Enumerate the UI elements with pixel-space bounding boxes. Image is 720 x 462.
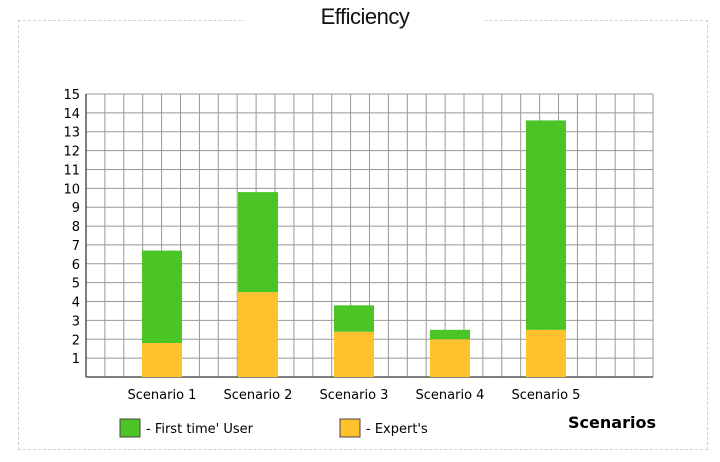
y-tick-label: 13 [63, 126, 80, 141]
x-category-label: Scenario 3 [320, 388, 389, 403]
x-category-label: Scenario 1 [128, 388, 197, 403]
x-axis-categories: Scenario 1 Scenario 2 Scenario 3 Scenario 4… [128, 388, 581, 403]
bar-segment [142, 250, 182, 344]
legend-label: - First time' User [146, 422, 254, 437]
bar-segment [334, 305, 374, 332]
legend-swatch [339, 418, 361, 438]
bars [142, 120, 566, 377]
legend-swatch [119, 418, 141, 438]
y-tick-label: 14 [63, 107, 80, 122]
legend: - First time' User - Expert's [119, 418, 428, 438]
bar-segment [526, 120, 566, 330]
y-tick-label: 8 [72, 220, 80, 235]
y-tick-label: 15 [63, 88, 80, 103]
chart-title: Efficiency [320, 4, 410, 29]
bar-segment [334, 331, 374, 377]
y-tick-label: 12 [63, 145, 80, 160]
legend-label: - Expert's [366, 422, 428, 437]
x-axis-title: Scenarios [568, 413, 656, 432]
title-background [245, 8, 485, 34]
bar-segment [430, 339, 470, 377]
x-category-label: Scenario 2 [224, 388, 293, 403]
x-category-label: Scenario 4 [416, 388, 485, 403]
y-tick-label: 10 [63, 182, 80, 197]
y-tick-label: 4 [72, 296, 80, 311]
bar-segment [238, 292, 278, 377]
bar-segment [142, 343, 182, 377]
y-tick-label: 6 [72, 258, 80, 273]
y-tick-label: 9 [72, 201, 80, 216]
y-tick-label: 11 [63, 163, 80, 178]
bar-segment [430, 329, 470, 340]
y-tick-label: 5 [72, 277, 80, 292]
y-tick-label: 3 [72, 314, 80, 329]
x-category-label: Scenario 5 [512, 388, 581, 403]
y-tick-label: 7 [72, 239, 80, 254]
bar-segment [526, 329, 566, 377]
y-tick-label: 2 [72, 333, 80, 348]
y-tick-label: 1 [72, 352, 80, 367]
bar-segment [238, 192, 278, 293]
